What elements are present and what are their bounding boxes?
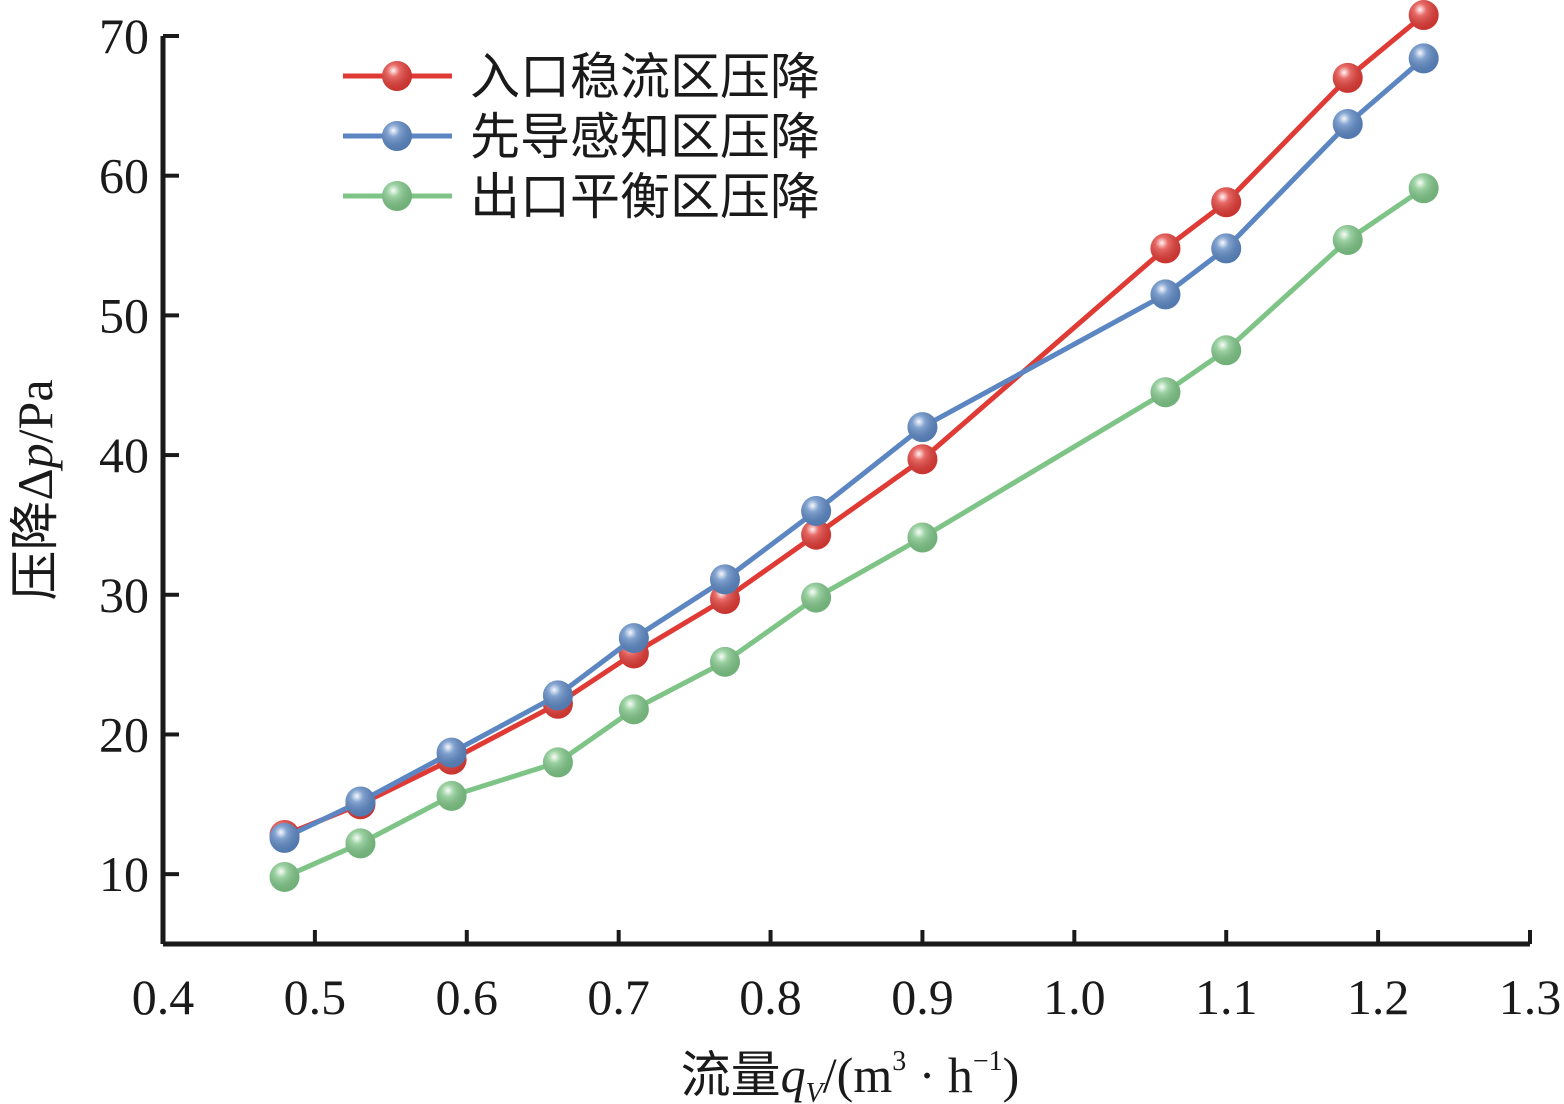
x-tick-label: 0.6 — [436, 969, 499, 1025]
y-tick-label: 40 — [99, 427, 149, 483]
data-point-highlight — [269, 861, 300, 892]
data-point-highlight — [1332, 62, 1363, 93]
data-point-highlight — [618, 694, 649, 725]
data-point-highlight — [1150, 279, 1181, 310]
data-point-highlight — [801, 495, 832, 526]
data-point-highlight — [542, 747, 573, 778]
legend-label: 先导感知区压降 — [470, 108, 820, 166]
data-point-highlight — [618, 623, 649, 654]
series-line — [283, 13, 1426, 838]
y-axis-title: 压降Δp/Pa — [7, 379, 63, 600]
data-point-highlight — [542, 680, 573, 711]
data-point-highlight — [1150, 377, 1181, 408]
data-point-highlight — [1408, 173, 1439, 204]
series-layer — [269, 0, 1439, 892]
x-tick-label: 1.2 — [1347, 969, 1410, 1025]
x-tick-label: 0.5 — [284, 969, 347, 1025]
data-point-highlight — [1150, 233, 1181, 264]
series-line — [283, 56, 1426, 841]
data-point-highlight — [345, 786, 376, 817]
data-point-highlight — [1332, 224, 1363, 255]
data-point-highlight — [801, 519, 832, 550]
series-2 — [269, 43, 1439, 853]
data-point-highlight — [436, 737, 467, 768]
x-tick-label: 1.1 — [1195, 969, 1258, 1025]
y-tick-label: 70 — [99, 8, 149, 64]
legend-item: 先导感知区压降 — [343, 108, 820, 166]
x-tick-label: 0.8 — [739, 969, 802, 1025]
legend-item: 出口平衡区压降 — [343, 168, 820, 226]
y-tick-label: 10 — [99, 846, 149, 902]
y-tick-label: 20 — [99, 706, 149, 762]
data-point-highlight — [269, 822, 300, 853]
series-3 — [269, 173, 1439, 892]
legend-swatch-highlight — [382, 181, 412, 211]
data-point-highlight — [345, 828, 376, 859]
data-point-highlight — [1211, 187, 1242, 218]
legend-swatch-highlight — [382, 121, 412, 151]
y-tick-label: 60 — [99, 148, 149, 204]
legend-swatch-highlight — [382, 61, 412, 91]
series-1 — [269, 0, 1439, 851]
data-point-highlight — [709, 646, 740, 677]
data-point-highlight — [907, 522, 938, 553]
data-point-highlight — [1211, 335, 1242, 366]
x-tick-label: 0.9 — [891, 969, 954, 1025]
x-axis-title: 流量qV/(m3 · h−1) — [681, 1046, 1020, 1104]
data-point-highlight — [436, 780, 467, 811]
data-point-highlight — [1332, 109, 1363, 140]
data-point-highlight — [1211, 233, 1242, 264]
x-tick-label: 0.7 — [587, 969, 650, 1025]
legend-item: 入口稳流区压降 — [343, 48, 820, 106]
y-tick-label: 30 — [99, 567, 149, 623]
data-point-highlight — [907, 412, 938, 443]
x-tick-label: 1.0 — [1043, 969, 1106, 1025]
x-tick-label: 0.4 — [132, 969, 195, 1025]
y-tick-label: 50 — [99, 287, 149, 343]
data-point-highlight — [801, 582, 832, 613]
data-point-highlight — [1408, 0, 1439, 31]
legend-label: 入口稳流区压降 — [470, 48, 820, 106]
x-tick-label: 1.3 — [1499, 969, 1562, 1025]
data-point-highlight — [709, 564, 740, 595]
data-point-highlight — [907, 444, 938, 475]
axes: 0.4 0.5 0.6 0.7 0.8 0.9 1.0 1.1 1.2 1.3 10 20 30 40 50… — [99, 8, 1561, 1025]
legend-label: 出口平衡区压降 — [470, 168, 820, 226]
data-point-highlight — [1408, 43, 1439, 74]
series-line — [283, 186, 1426, 880]
